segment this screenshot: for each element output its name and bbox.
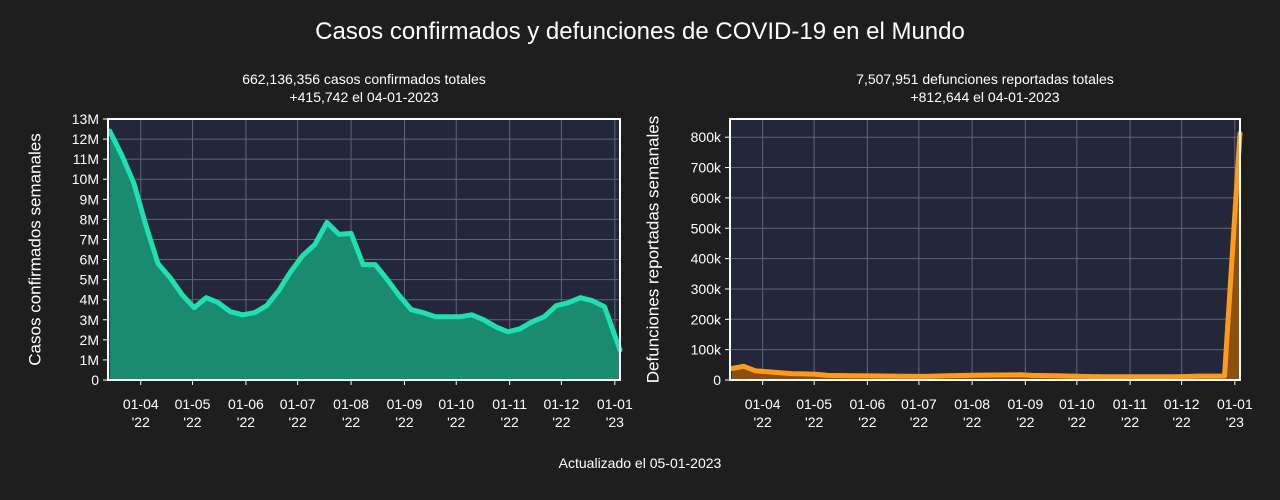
cases-y-tick-label: 4M bbox=[80, 292, 99, 308]
cases-x-tick-label-year: '22 bbox=[132, 414, 150, 430]
deaths-subtitle-latest: +812,644 el 04-01-2023 bbox=[910, 89, 1059, 105]
deaths-x-tick-label-year: '22 bbox=[1016, 414, 1034, 430]
cases-y-tick-label: 1M bbox=[80, 352, 99, 368]
deaths-x-tick-label: 01-12 bbox=[1164, 396, 1200, 412]
cases-x-tick-label: 01-05 bbox=[175, 396, 211, 412]
deaths-x-tick-label: 01-01 bbox=[1217, 396, 1253, 412]
cases-y-tick-label: 6M bbox=[80, 252, 99, 268]
page-title: Casos confirmados y defunciones de COVID… bbox=[315, 18, 965, 45]
cases-x-tick-label: 01-12 bbox=[543, 396, 579, 412]
deaths-x-tick-label: 01-05 bbox=[796, 396, 832, 412]
deaths-x-tick-label-year: '22 bbox=[805, 414, 823, 430]
deaths-x-tick-label: 01-10 bbox=[1059, 396, 1095, 412]
deaths-y-tick-label: 800k bbox=[691, 129, 722, 145]
cases-x-tick-label: 01-04 bbox=[123, 396, 159, 412]
cases-chart: 662,136,356 casos confirmados totales +41… bbox=[0, 0, 640, 455]
cases-y-tick-label: 9M bbox=[80, 191, 99, 207]
deaths-y-tick-label: 200k bbox=[691, 311, 722, 327]
deaths-x-tick-label-year: '22 bbox=[963, 414, 981, 430]
cases-y-tick-label: 2M bbox=[80, 332, 99, 348]
cases-y-tick-label: 7M bbox=[80, 231, 99, 247]
cases-x-tick-label: 01-11 bbox=[492, 396, 527, 412]
deaths-y-tick-label: 600k bbox=[691, 190, 722, 206]
cases-chart-svg: 662,136,356 casos confirmados totales +41… bbox=[25, 71, 633, 430]
cases-x-tick-label: 01-06 bbox=[228, 396, 264, 412]
cases-x-tick-label: 01-08 bbox=[333, 396, 369, 412]
cases-y-tick-label: 8M bbox=[80, 211, 99, 227]
deaths-x-tick-label: 01-11 bbox=[1113, 396, 1148, 412]
cases-x-tick-label-year: '22 bbox=[552, 414, 570, 430]
deaths-x-tick-label: 01-09 bbox=[1007, 396, 1043, 412]
cases-x-tick-label-year: '23 bbox=[606, 414, 624, 430]
cases-y-tick-label: 3M bbox=[80, 312, 99, 328]
deaths-y-axis-label: Defunciones reportadas semanales bbox=[643, 116, 662, 383]
cases-y-tick-label: 0 bbox=[91, 372, 99, 388]
deaths-x-tick-label: 01-08 bbox=[954, 396, 990, 412]
cases-y-tick-label: 10M bbox=[72, 171, 99, 187]
cases-x-tick-label: 01-07 bbox=[280, 396, 316, 412]
cases-x-tick-label-year: '22 bbox=[289, 414, 307, 430]
deaths-x-tick-label: 01-04 bbox=[745, 396, 781, 412]
cases-y-tick-label: 13M bbox=[72, 111, 99, 127]
deaths-plot-frame bbox=[729, 118, 1241, 381]
cases-y-tick-label: 11M bbox=[73, 151, 99, 167]
deaths-x-tick-label-year: '23 bbox=[1226, 414, 1244, 430]
cases-y-axis-label: Casos confirmados semanales bbox=[25, 133, 44, 365]
deaths-x-tick-label-year: '22 bbox=[858, 414, 876, 430]
deaths-y-tick-label: 0 bbox=[713, 372, 721, 388]
deaths-y-tick-label: 500k bbox=[691, 220, 722, 236]
deaths-subtitle-total: 7,507,951 defunciones reportadas totales bbox=[856, 71, 1114, 87]
cases-x-tick-label-year: '22 bbox=[395, 414, 413, 430]
deaths-y-tick-label: 300k bbox=[691, 281, 722, 297]
deaths-chart-svg: 7,507,951 defunciones reportadas totales… bbox=[643, 71, 1253, 430]
cases-x-tick-label: 01-10 bbox=[438, 396, 474, 412]
updated-footer: Actualizado el 05-01-2023 bbox=[558, 455, 722, 471]
deaths-y-tick-label: 100k bbox=[691, 342, 722, 358]
cases-x-tick-label: 01-09 bbox=[387, 396, 423, 412]
deaths-x-tick-label-year: '22 bbox=[1068, 414, 1086, 430]
deaths-chart: 7,507,951 defunciones reportadas totales… bbox=[640, 0, 1280, 455]
cases-plot-frame bbox=[107, 118, 621, 381]
cases-x-tick-label-year: '22 bbox=[447, 414, 465, 430]
cases-y-tick-label: 5M bbox=[80, 272, 99, 288]
deaths-y-tick-label: 400k bbox=[691, 251, 722, 267]
deaths-x-tick-label: 01-07 bbox=[901, 396, 937, 412]
cases-x-tick-label: 01-01 bbox=[597, 396, 633, 412]
cases-series-line bbox=[107, 128, 623, 353]
cases-subtitle-latest: +415,742 el 04-01-2023 bbox=[289, 89, 438, 105]
deaths-plot-background bbox=[730, 119, 1240, 380]
cases-x-tick-label-year: '22 bbox=[237, 414, 255, 430]
deaths-y-tick-label: 700k bbox=[691, 160, 722, 176]
deaths-x-tick-label: 01-06 bbox=[849, 396, 885, 412]
cases-y-tick-label: 12M bbox=[72, 131, 99, 147]
deaths-x-tick-label-year: '22 bbox=[754, 414, 772, 430]
cases-x-tick-label-year: '22 bbox=[501, 414, 519, 430]
cases-subtitle-total: 662,136,356 casos confirmados totales bbox=[242, 71, 486, 87]
deaths-x-tick-label-year: '22 bbox=[1121, 414, 1139, 430]
deaths-series-line bbox=[729, 130, 1243, 380]
cases-area-fill bbox=[109, 131, 620, 380]
cases-x-tick-label-year: '22 bbox=[183, 414, 201, 430]
cases-x-tick-label-year: '22 bbox=[342, 414, 360, 430]
deaths-x-tick-label-year: '22 bbox=[1172, 414, 1190, 430]
deaths-x-tick-label-year: '22 bbox=[910, 414, 928, 430]
